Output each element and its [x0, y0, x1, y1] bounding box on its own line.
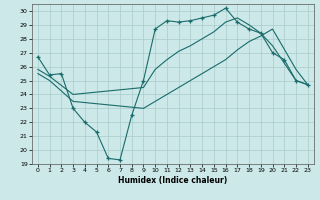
X-axis label: Humidex (Indice chaleur): Humidex (Indice chaleur) [118, 176, 228, 185]
